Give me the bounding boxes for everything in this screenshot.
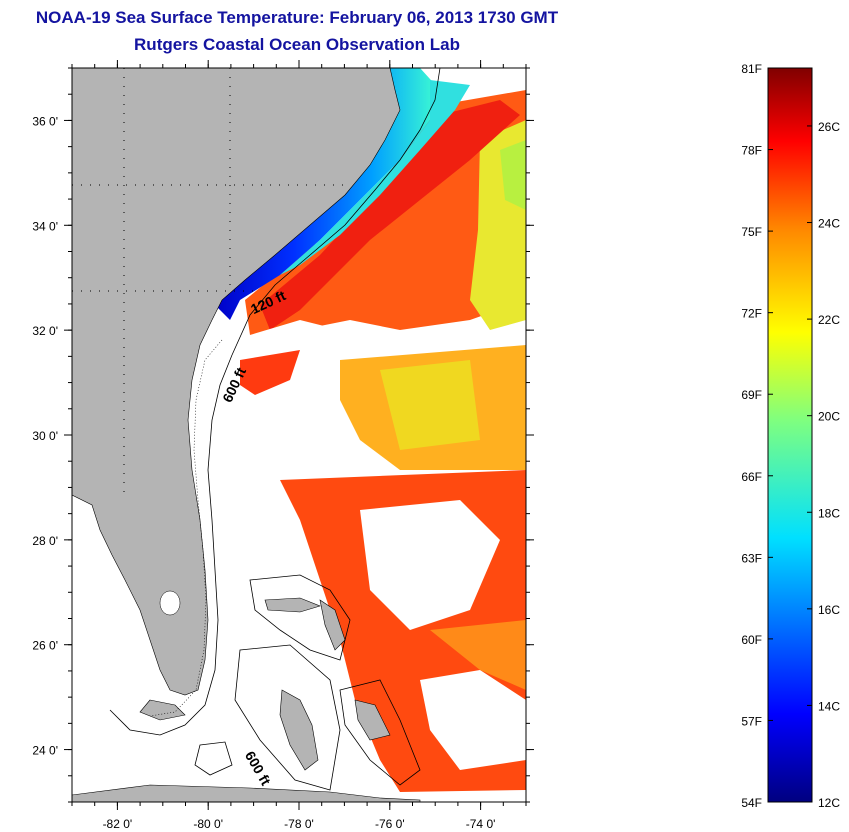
sst-south-cloud2	[420, 670, 526, 770]
map-title: NOAA-19 Sea Surface Temperature: Februar…	[35, 8, 559, 27]
map-subtitle: Rutgers Coastal Ocean Observation Lab	[134, 35, 460, 54]
colorbar-c-label: 24C	[818, 217, 840, 231]
sst-south-cloud	[360, 500, 500, 630]
land-dotted-grid	[72, 68, 350, 500]
contour-600ft	[109, 354, 233, 736]
colorbar-f-label: 72F	[741, 307, 762, 321]
lon-tick-label: -74 0'	[466, 817, 496, 831]
land-bahamas-east	[354, 699, 391, 741]
land-southeast-us	[72, 68, 401, 696]
colorbar-f-label: 69F	[741, 388, 762, 402]
lat-tick-label: 28 0'	[32, 534, 58, 548]
colorbar-c-label: 26C	[818, 120, 840, 134]
colorbar-c-label: 16C	[818, 603, 840, 617]
sst-south-orange	[430, 620, 526, 690]
colorbar-c-label: 18C	[818, 506, 840, 520]
bank-outline-4	[339, 679, 421, 786]
land-florida-keys	[139, 699, 186, 721]
colorbar-f-label: 57F	[741, 714, 762, 728]
lat-axis: 36 0' 34 0' 32 0' 30 0' 28 0' 26 0' 24 0'	[32, 67, 534, 803]
sst-green-patch	[500, 140, 526, 210]
colorbar-f-label: 60F	[741, 633, 762, 647]
bank-outline-2	[234, 644, 341, 791]
colorbar-f-label: 66F	[741, 470, 762, 484]
sst-cloud-gap	[245, 320, 526, 390]
colorbar-c-labels: 26C 24C 22C 20C 18C 16C 14C 12C	[807, 120, 840, 810]
lon-tick-label: -78 0'	[284, 817, 314, 831]
colorbar-c-label: 22C	[818, 313, 840, 327]
land-cuba	[72, 784, 421, 802]
sst-red-left	[240, 350, 300, 395]
lat-tick-label: 32 0'	[32, 324, 58, 338]
lat-tick-label: 36 0'	[32, 114, 58, 128]
colorbar-c-label: 14C	[818, 699, 840, 713]
bank-outline-1	[249, 574, 351, 661]
land-bahamas-grand	[264, 597, 321, 613]
colorbar-c-label: 12C	[818, 796, 840, 810]
lat-tick-label: 26 0'	[32, 639, 58, 653]
lon-axis: -82 0' -80 0' -78 0' -76 0' -74 0'	[71, 60, 527, 831]
colorbar-c-label: 20C	[818, 410, 840, 424]
colorbar-f-label: 78F	[741, 144, 762, 158]
colorbar-f-label: 54F	[741, 796, 762, 810]
lon-tick-label: -82 0'	[103, 817, 133, 831]
land-bahamas-andros	[279, 689, 319, 771]
colorbar-f-label: 75F	[741, 225, 762, 239]
sst-mid-yellow	[380, 360, 480, 450]
sst-red-core	[260, 100, 520, 330]
bank-outline-3	[194, 741, 233, 776]
colorbar-f-label: 81F	[741, 62, 762, 76]
lat-tick-label: 30 0'	[32, 429, 58, 443]
lon-tick-label: -80 0'	[193, 817, 223, 831]
lake-okeechobee	[159, 590, 181, 616]
colorbar	[767, 67, 813, 803]
colorbar-f-label: 63F	[741, 551, 762, 565]
lon-tick-label: -76 0'	[375, 817, 405, 831]
sst-coastal-cyan	[280, 80, 470, 275]
lat-tick-label: 24 0'	[32, 744, 58, 758]
colorbar-f-labels: 81F 78F 75F 72F 69F 66F 63F 60F 57F 54F	[741, 62, 773, 810]
lat-tick-label: 34 0'	[32, 219, 58, 233]
contour-120ft	[231, 68, 441, 356]
land-bahamas-abaco	[319, 599, 346, 651]
